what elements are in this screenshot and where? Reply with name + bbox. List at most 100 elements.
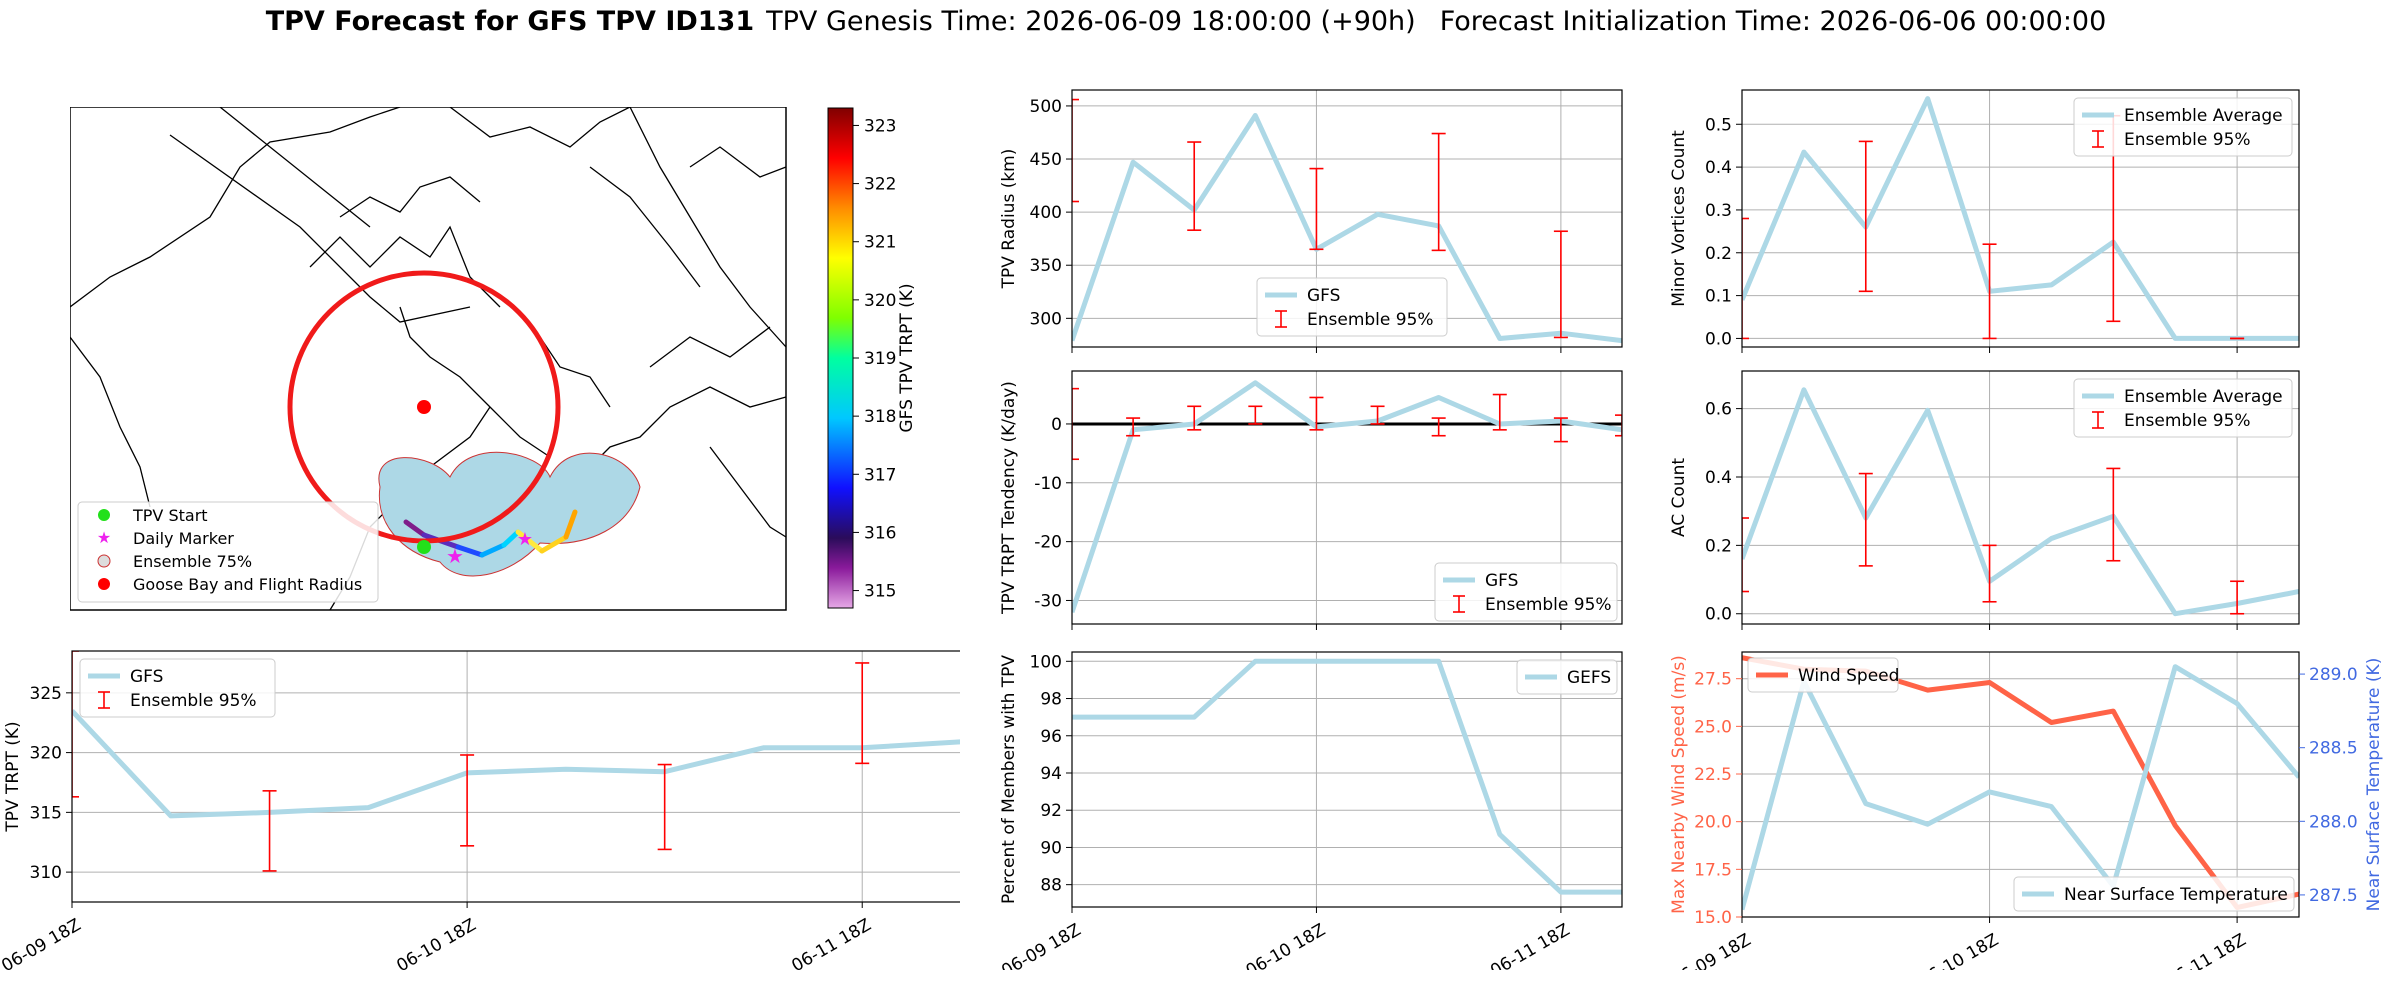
- title-genesis-time: TPV Genesis Time: 2026-06-09 18:00:00 (+…: [766, 6, 1416, 37]
- radius-plot-area: [1072, 98, 1622, 344]
- wind-legend: Wind Speed: [1747, 657, 1899, 693]
- tendency-frame: [1071, 370, 1623, 625]
- title-tpv-id: TPV Forecast for GFS TPV ID131: [265, 6, 755, 37]
- y-tick-label: 94: [1040, 764, 1062, 784]
- y-tick-label: 0.2: [1705, 536, 1732, 556]
- series-line-0: [1742, 655, 2299, 910]
- trpt-ylabel: TPV TRPT (K): [3, 721, 23, 832]
- y-tick-label: 325: [30, 684, 62, 704]
- series-line-0: [1742, 387, 2299, 617]
- colorbar-tick-label: 315: [864, 582, 896, 602]
- daily-marker-2: ★: [517, 529, 533, 550]
- legend-box: [1516, 659, 1618, 695]
- members-frame: [1071, 651, 1623, 908]
- x-tick-label: 06-10 18Z: [1243, 920, 1329, 970]
- legend-label: Ensemble Average: [2124, 106, 2283, 126]
- y-tick-label: -10: [1034, 474, 1062, 494]
- tendency-legend: GFS Ensemble 95%: [1434, 562, 1618, 622]
- radius-legend: GFS Ensemble 95%: [1256, 277, 1448, 337]
- colorbar-tick-label: 319: [864, 349, 896, 369]
- minor-ylabel: Minor Vortices Count: [1669, 130, 1689, 307]
- series-line-0: [1742, 96, 2299, 341]
- x-tick-label: 06-11 18Z: [788, 915, 874, 970]
- legend-label: GFS: [1307, 286, 1340, 306]
- y-tick-label: 310: [30, 863, 62, 883]
- y-tick-label: 300: [1030, 309, 1062, 329]
- legend-box: [2073, 97, 2293, 157]
- colorbar-tick-label: 318: [864, 407, 896, 427]
- legend-box: [79, 658, 276, 718]
- legend-daily-icon: ★: [97, 528, 111, 547]
- y-tick-label: 96: [1040, 727, 1062, 747]
- x-tick-label: 06-09 18Z: [0, 915, 85, 970]
- legend-label: Ensemble 95%: [1485, 595, 1612, 615]
- ac-legend: Ensemble Average Ensemble 95%: [2073, 378, 2293, 438]
- x-tick-label: 06-09 18Z: [1668, 930, 1754, 970]
- legend-label: GEFS: [1567, 668, 1611, 688]
- tendency-plot-area: [1072, 380, 1622, 613]
- y-tick-label: 20.0: [1694, 813, 1732, 833]
- y-tick-label: 27.5: [1694, 670, 1732, 690]
- ac-plot-area: [1742, 387, 2299, 617]
- chart-wind: 15.0 17.5 20.0 22.5 25.0 27.5 06-09 18Z 06-10 1…: [1668, 651, 2384, 970]
- y-tick-label: 25.0: [1694, 717, 1732, 737]
- y-right-tick-label: 289.0: [2309, 665, 2358, 685]
- y-tick-label: 0.5: [1705, 115, 1732, 135]
- y-tick-label: 350: [1030, 256, 1062, 276]
- colorbar-tick-label: 322: [864, 175, 896, 195]
- goose-bay-marker: [417, 400, 431, 414]
- minor-legend: Ensemble Average Ensemble 95%: [2073, 97, 2293, 157]
- trpt-legend: GFS Ensemble 95%: [79, 658, 276, 718]
- chart-minor: 0.0 0.1 0.2 0.3 0.4 0.5 Minor Vortices Count En…: [1669, 89, 2300, 353]
- wind-legend-right: Near Surface Temperature: [2013, 876, 2295, 912]
- y-tick-label: 500: [1030, 97, 1062, 117]
- map-panel: ★ ★ TPV Start ★ Daily Marker Ensemble 75…: [70, 107, 787, 611]
- legend-box: [1434, 562, 1618, 622]
- colorbar-tick-label: 317: [864, 465, 896, 485]
- y-tick-label: 17.5: [1694, 860, 1732, 880]
- y-tick-label: 22.5: [1694, 765, 1732, 785]
- tendency-ylabel: TPV TRPT Tendency (K/day): [999, 381, 1019, 615]
- figure-title: TPV Forecast for GFS TPV ID131 TPV Genesi…: [0, 6, 2384, 37]
- y-tick-label: 320: [30, 744, 62, 764]
- y-tick-label: 0.1: [1705, 287, 1732, 307]
- tpv-start-marker: [417, 540, 431, 554]
- series-line-0: [1072, 380, 1622, 613]
- title-init-time: Forecast Initialization Time: 2026-06-06…: [1439, 6, 2107, 37]
- x-tick-label: 06-11 18Z: [2163, 930, 2249, 970]
- y-tick-label: 450: [1030, 150, 1062, 170]
- ac-ylabel: AC Count: [1669, 458, 1689, 537]
- chart-radius: 300 350 400 450 500 TPV Radius (km) GFS Ensembl…: [999, 89, 1623, 353]
- y-tick-label: 100: [1030, 652, 1062, 672]
- legend-label: Ensemble 95%: [2124, 411, 2251, 431]
- daily-marker-1: ★: [446, 544, 464, 568]
- y-right-tick-label: 288.0: [2309, 812, 2358, 832]
- y-tick-label: -20: [1034, 533, 1062, 553]
- y-tick-label: 88: [1040, 876, 1062, 896]
- y-tick-label: 400: [1030, 203, 1062, 223]
- legend-ensemble-label: Ensemble 75%: [133, 552, 252, 571]
- legend-label: Near Surface Temperature: [2064, 885, 2288, 905]
- legend-label: Ensemble Average: [2124, 387, 2283, 407]
- x-tick-label: 06-11 18Z: [1487, 920, 1573, 970]
- series-line-0: [1072, 113, 1622, 344]
- members-plot-area: [1072, 658, 1622, 895]
- ac-frame: [1741, 370, 2300, 625]
- chart-members: 88 90 92 94 96 98 100 06-09 18Z 06-10 18Z 06-11 1…: [998, 651, 1623, 970]
- y-right-tick-label: 287.5: [2309, 886, 2358, 906]
- y-tick-label: 92: [1040, 801, 1062, 821]
- wind-ylabel-right: Near Surface Temperature (K): [2364, 658, 2384, 912]
- y-tick-label: -30: [1034, 591, 1062, 611]
- x-tick-label: 06-09 18Z: [998, 920, 1084, 970]
- wind-ylabel: Max Nearby Wind Speed (m/s): [1669, 655, 1689, 914]
- legend-box: [2073, 378, 2293, 438]
- legend-goose-bay-label: Goose Bay and Flight Radius: [133, 575, 362, 594]
- radius-ylabel: TPV Radius (km): [999, 149, 1019, 290]
- series-line-0: [1072, 658, 1622, 895]
- legend-goose-bay-icon: [98, 578, 110, 590]
- y-tick-label: 15.0: [1694, 908, 1732, 928]
- chart-tendency: -30 -20 -10 0 TPV TRPT Tendency (K/day) GFS En…: [999, 370, 1623, 630]
- colorbar-gradient: [827, 107, 854, 609]
- y-tick-label: 0.0: [1705, 605, 1732, 625]
